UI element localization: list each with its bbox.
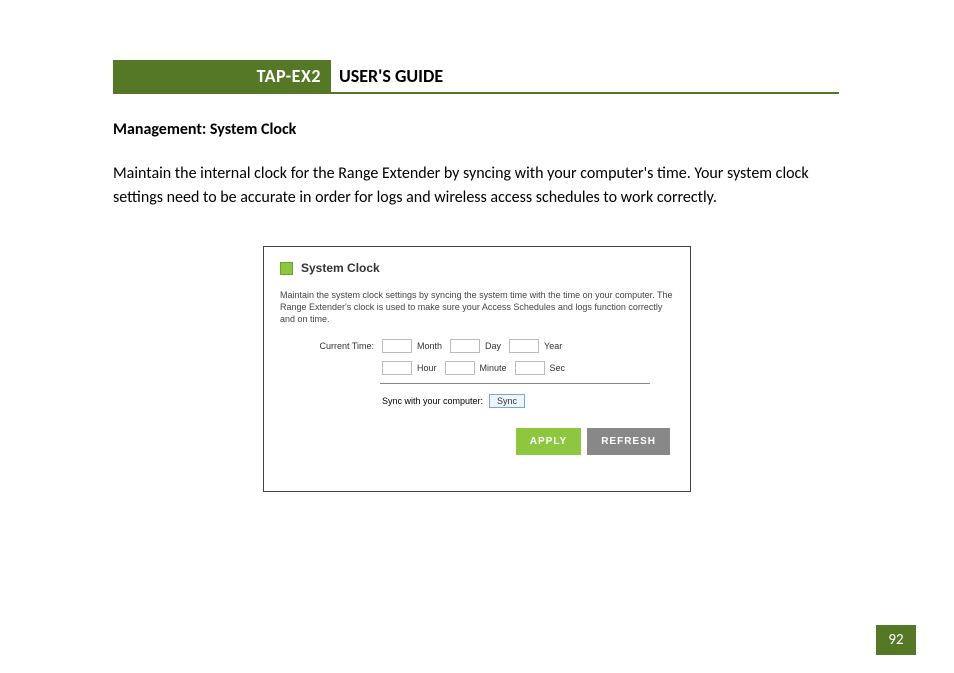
divider [380,383,650,384]
panel-description: Maintain the system clock settings by sy… [280,289,674,325]
refresh-button[interactable]: REFRESH [587,428,670,455]
page-number: 92 [876,625,916,655]
doc-header: TAP-EX2 USER'S GUIDE [113,60,839,94]
header-green-block: TAP-EX2 [113,60,331,92]
apply-button[interactable]: APPLY [516,428,581,455]
sync-button[interactable]: Sync [489,394,525,408]
body-text: Maintain the internal clock for the Rang… [113,162,839,210]
current-time-row-1: Current Time: Month Day Year [280,339,674,353]
year-label: Year [544,341,562,351]
section-title: Management: System Clock [113,120,296,139]
product-code: TAP-EX2 [257,60,321,92]
minute-label: Minute [480,363,507,373]
action-row: APPLY REFRESH [280,428,674,455]
month-input[interactable] [382,339,412,353]
day-input[interactable] [450,339,480,353]
system-clock-panel: System Clock Maintain the system clock s… [263,246,691,492]
panel-title-row: System Clock [280,261,674,275]
hour-input[interactable] [382,361,412,375]
doc-title: USER'S GUIDE [339,60,443,92]
hour-label: Hour [417,363,437,373]
year-input[interactable] [509,339,539,353]
sync-label: Sync with your computer: [382,396,483,406]
sync-row: Sync with your computer: Sync [382,394,674,408]
minute-input[interactable] [445,361,475,375]
current-time-label: Current Time: [280,341,382,351]
sec-input[interactable] [515,361,545,375]
square-icon [280,262,293,275]
month-label: Month [417,341,442,351]
sec-label: Sec [550,363,566,373]
day-label: Day [485,341,501,351]
current-time-row-2: Hour Minute Sec [280,361,674,375]
panel-title: System Clock [301,261,380,275]
